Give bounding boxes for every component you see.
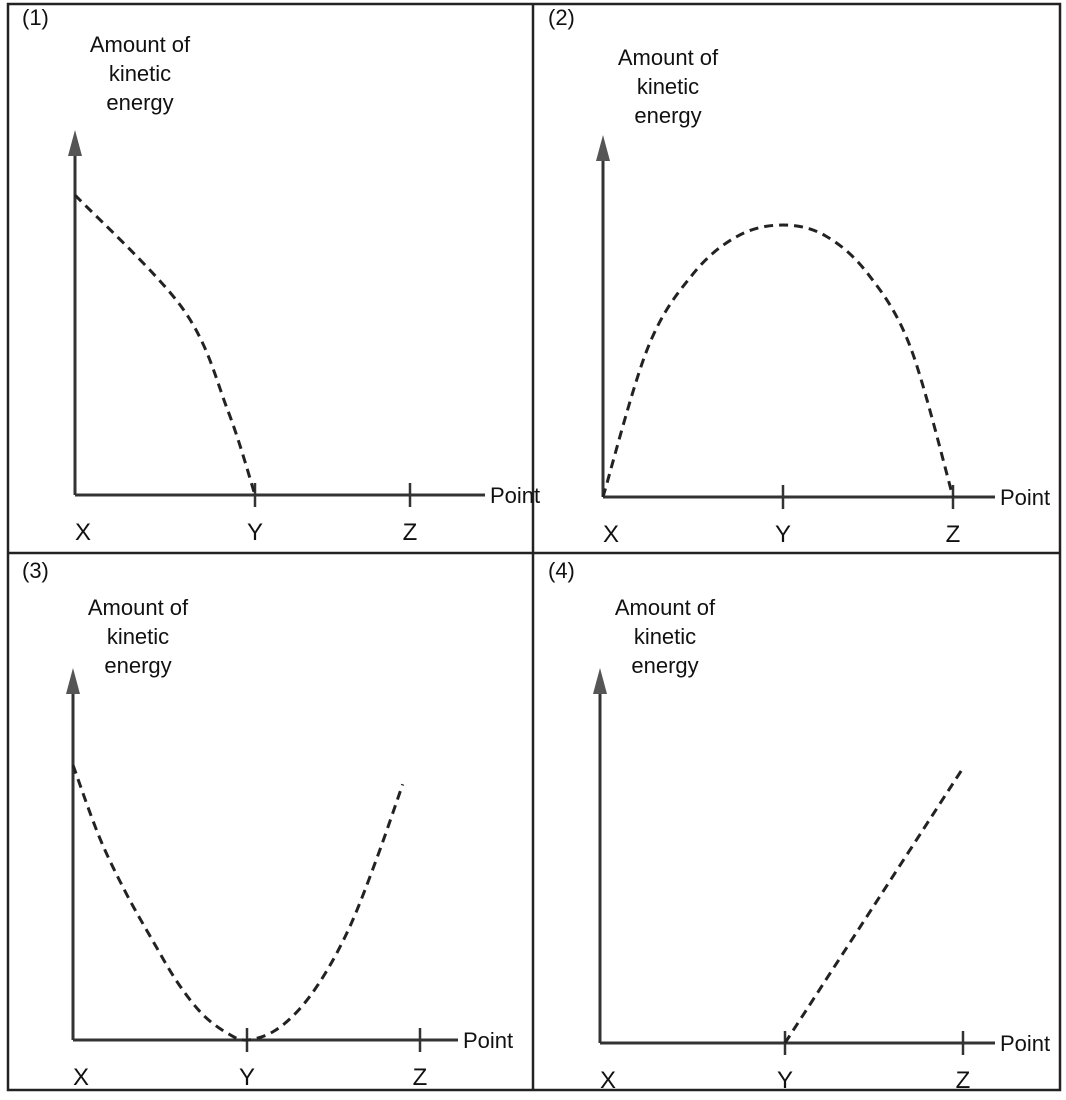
x-tick-label: Z (413, 1064, 428, 1091)
kinetic-energy-curve (73, 193, 257, 496)
panel-label: (2) (548, 5, 575, 30)
x-axis-label: Point (463, 1028, 513, 1053)
x-tick-label: Y (247, 519, 263, 546)
x-tick-label: X (600, 1067, 616, 1094)
y-axis-label-line: energy (634, 103, 701, 128)
x-tick-label: Z (403, 519, 418, 546)
x-axis-label: Point (490, 483, 540, 508)
kinetic-energy-curve (783, 767, 965, 1044)
x-tick-label: X (75, 519, 91, 546)
y-axis-arrowhead (596, 135, 610, 161)
y-axis-label-line: Amount of (90, 32, 191, 57)
y-axis-label-line: energy (104, 653, 171, 678)
kinetic-energy-curve (601, 223, 955, 498)
x-tick-label: Z (946, 521, 961, 548)
chart-panel-2: (2) Amount of kinetic energy Point X Y Z (548, 5, 1050, 548)
y-axis-arrowhead (593, 668, 607, 694)
kinetic-energy-curve (71, 764, 405, 1042)
y-axis-label-line: kinetic (637, 74, 699, 99)
y-axis-arrowhead (68, 130, 82, 156)
x-tick-label: X (603, 521, 619, 548)
y-axis-label-line: energy (106, 90, 173, 115)
y-axis-label-line: Amount of (88, 595, 189, 620)
panel-label: (1) (22, 5, 49, 30)
chart-panel-3: (3) Amount of kinetic energy Point X Y Z (22, 558, 513, 1091)
y-axis-label-line: energy (631, 653, 698, 678)
x-axis-label: Point (1000, 1031, 1050, 1056)
x-tick-label: Y (777, 1067, 793, 1094)
panel-label: (4) (548, 558, 575, 583)
chart-panel-4: (4) Amount of kinetic energy Point X Y Z (548, 558, 1050, 1094)
chart-panel-1: (1) Amount of kinetic energy Point X Y Z (22, 5, 540, 546)
y-axis-label-line: kinetic (109, 61, 171, 86)
y-axis-label-line: Amount of (615, 595, 716, 620)
x-tick-label: Y (775, 521, 791, 548)
x-tick-label: X (73, 1064, 89, 1091)
y-axis-label-line: Amount of (618, 45, 719, 70)
x-tick-label: Y (239, 1064, 255, 1091)
y-axis-arrowhead (66, 668, 80, 694)
x-axis-label: Point (1000, 485, 1050, 510)
y-axis-label-line: kinetic (634, 624, 696, 649)
panel-label: (3) (22, 558, 49, 583)
x-tick-label: Z (956, 1067, 971, 1094)
y-axis-label-line: kinetic (107, 624, 169, 649)
